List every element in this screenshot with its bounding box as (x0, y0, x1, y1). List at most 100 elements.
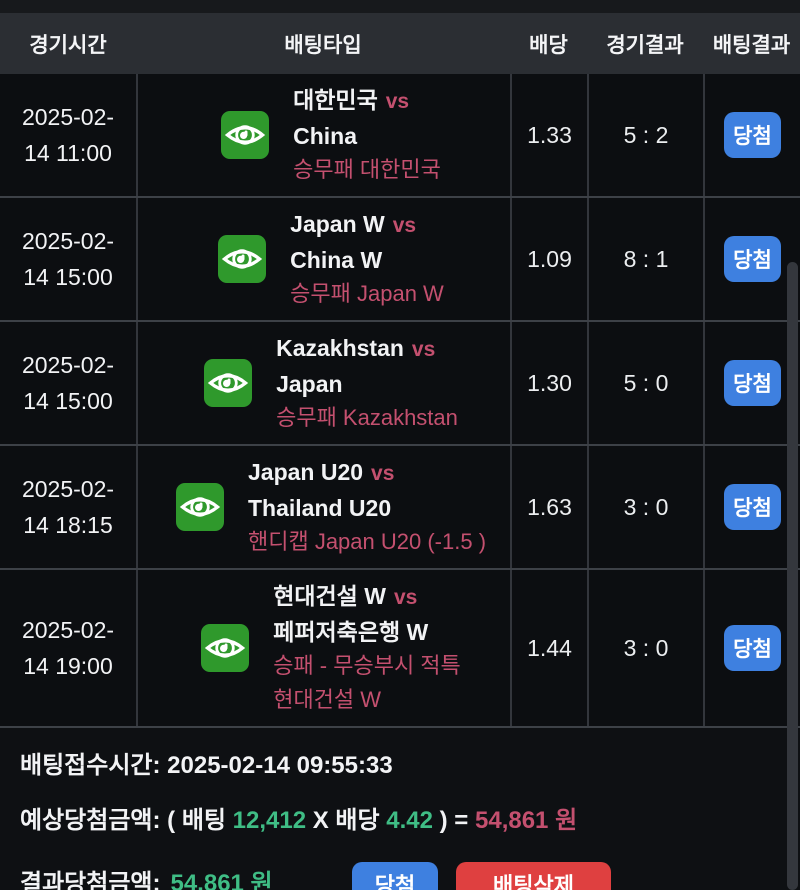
score-cell: 8 : 1 (587, 198, 703, 320)
odds-value: 1.44 (527, 634, 572, 661)
win-button[interactable]: 당첨 (352, 862, 438, 890)
bet-result-cell: 당첨 (703, 198, 800, 320)
score-cell: 5 : 0 (587, 322, 703, 444)
odds-cell: 1.33 (510, 74, 587, 196)
vs-label: vs (371, 462, 395, 485)
header-match-result: 경기결과 (606, 33, 684, 57)
match-clock: 14 15:00 (23, 264, 113, 290)
score-cell: 3 : 0 (587, 570, 703, 726)
home-team: Kazakhstan (276, 335, 404, 361)
receipt-time-label: 배팅접수시간: (20, 752, 161, 779)
match-time-cell: 2025-02- 14 18:15 (0, 446, 136, 568)
summary-footer: 배팅접수시간: 2025-02-14 09:55:33 예상당첨금액: ( 배팅… (0, 728, 800, 890)
match-date: 2025-02- (21, 352, 115, 378)
formula-open: ( 배팅 (167, 807, 226, 834)
away-team: Thailand U20 (247, 495, 392, 521)
match-info: Japan W vs China W 승무패 Japan W (290, 207, 444, 311)
away-team: China W (290, 247, 383, 273)
bet-type-cell: Kazakhstan vs Japan 승무패 Kazakhstan (136, 322, 510, 444)
vs-label: vs (392, 214, 417, 237)
match-clock: 14 19:00 (23, 653, 113, 679)
top-strip (0, 0, 800, 13)
match-info: 현대건설 W vs 페퍼저축은행 W 승패 - 무승부시 적특 현대건설 W (273, 579, 461, 717)
win-badge[interactable]: 당첨 (724, 112, 781, 158)
eye-icon[interactable] (201, 624, 250, 672)
bet-result-cell: 당첨 (703, 570, 800, 726)
bet-selection: 승무패 대한민국 (293, 157, 441, 182)
score-value: 3 : 0 (623, 634, 669, 661)
match-line-1: Japan W vs (290, 207, 444, 243)
total-odds-value: 4.42 (386, 807, 433, 834)
table-row: 2025-02- 14 18:15 Japan U20 vs (0, 446, 800, 570)
score-value: 5 : 0 (623, 369, 669, 396)
header-bet-result: 배팅결과 (712, 33, 791, 57)
table-row: 2025-02- 14 15:00 Japan W vs (0, 198, 800, 322)
bet-selection: 승무패 Kazakhstan (276, 405, 458, 430)
result-amount-value: 54,861 원 (170, 870, 273, 890)
match-info: Japan U20 vs Thailand U20 핸디캡 Japan U20 (… (248, 455, 486, 559)
match-date: 2025-02- (21, 104, 115, 130)
odds-value: 1.09 (527, 245, 572, 272)
score-value: 8 : 1 (623, 245, 669, 272)
scrollbar-thumb[interactable] (787, 262, 798, 890)
table-body: 2025-02- 14 11:00 대한민국 vs (0, 74, 800, 728)
match-line-1: 현대건설 W vs (273, 579, 461, 615)
win-badge[interactable]: 당첨 (724, 236, 781, 282)
match-date: 2025-02- (21, 617, 115, 643)
vs-label: vs (411, 338, 436, 361)
expected-amount-label: 예상당첨금액: (20, 807, 161, 834)
home-team: Japan W (290, 211, 385, 237)
odds-value: 1.30 (527, 369, 572, 396)
match-line-1: Kazakhstan vs (276, 331, 458, 367)
bet-type-cell: Japan U20 vs Thailand U20 핸디캡 Japan U20 (… (136, 446, 510, 568)
score-cell: 3 : 0 (587, 446, 703, 568)
home-team: 현대건설 W (273, 583, 386, 609)
header-match-time: 경기시간 (29, 33, 107, 57)
receipt-time-value: 2025-02-14 09:55:33 (167, 752, 393, 779)
expected-amount-line: 예상당첨금액: ( 배팅 12,412 X 배당 4.42 ) = 54,861… (20, 807, 780, 835)
eye-icon[interactable] (218, 235, 267, 283)
bet-result-cell: 당첨 (703, 446, 800, 568)
result-amount-label: 결과당첨금액: (20, 870, 161, 890)
header-bet-type: 배팅타입 (284, 33, 362, 57)
match-info: Kazakhstan vs Japan 승무패 Kazakhstan (276, 331, 458, 435)
match-info: 대한민국 vs China 승무패 대한민국 (293, 83, 441, 187)
result-amount-line: 결과당첨금액: 54,861 원 당첨 배팅삭제 (20, 862, 780, 890)
match-time-cell: 2025-02- 14 15:00 (0, 322, 136, 444)
score-cell: 5 : 2 (587, 74, 703, 196)
eye-icon[interactable] (204, 359, 253, 407)
bet-type-cell: 현대건설 W vs 페퍼저축은행 W 승패 - 무승부시 적특 현대건설 W (136, 570, 510, 726)
table-header: 경기시간 배팅타입 배당 경기결과 배팅결과 (0, 13, 800, 74)
match-clock: 14 15:00 (23, 388, 113, 414)
score-value: 5 : 2 (623, 121, 669, 148)
match-time-cell: 2025-02- 14 11:00 (0, 74, 136, 196)
formula-mid: X 배당 (312, 807, 380, 834)
away-team: 페퍼저축은행 W (273, 619, 429, 645)
match-clock: 14 18:15 (23, 512, 113, 538)
eye-icon[interactable] (175, 483, 224, 531)
result-amount-group: 결과당첨금액: 54,861 원 (20, 870, 352, 890)
bet-amount-value: 12,412 (232, 807, 307, 834)
win-badge[interactable]: 당첨 (724, 360, 781, 406)
vs-label: vs (385, 90, 410, 113)
bet-selection: 승무패 Japan W (290, 281, 444, 306)
bet-type-cell: 대한민국 vs China 승무패 대한민국 (136, 74, 510, 196)
odds-cell: 1.09 (510, 198, 587, 320)
match-time-cell: 2025-02- 14 19:00 (0, 570, 136, 726)
eye-icon[interactable] (221, 111, 270, 159)
formula-close: ) = (439, 807, 469, 834)
delete-bet-button[interactable]: 배팅삭제 (456, 862, 611, 890)
bet-selection: 핸디캡 Japan U20 (-1.5 ) (247, 529, 487, 554)
vs-label: vs (393, 586, 418, 609)
odds-cell: 1.63 (510, 446, 587, 568)
table-row: 2025-02- 14 11:00 대한민국 vs (0, 74, 800, 198)
win-badge[interactable]: 당첨 (724, 625, 781, 671)
away-team: China (293, 123, 357, 149)
match-line-1: 대한민국 vs (293, 83, 441, 119)
odds-value: 1.33 (527, 121, 572, 148)
score-value: 3 : 0 (623, 493, 669, 520)
home-team: Japan U20 (247, 459, 364, 485)
bet-result-cell: 당첨 (703, 74, 800, 196)
win-badge[interactable]: 당첨 (724, 484, 781, 530)
